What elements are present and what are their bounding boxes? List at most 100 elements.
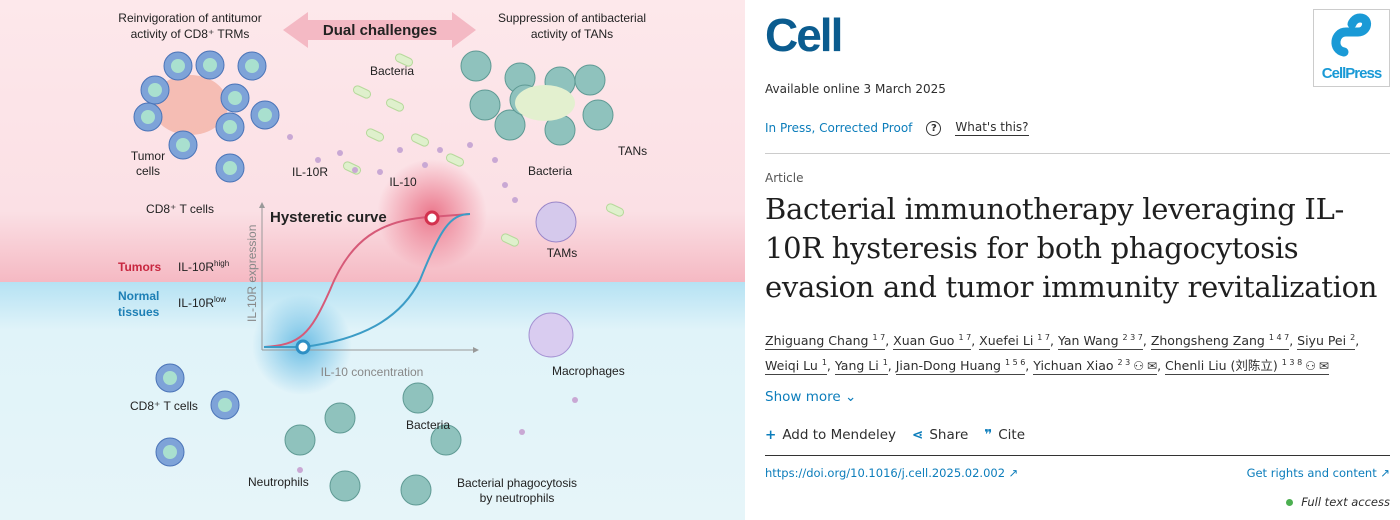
- whats-this-link[interactable]: What's this?: [955, 120, 1029, 136]
- label-cd8-top: CD8⁺ T cells: [146, 202, 214, 216]
- label-normal-2: tissues: [118, 305, 160, 319]
- t-cell-nucleus: [203, 58, 217, 72]
- label-reinvigoration-1: Reinvigoration of antitumor: [118, 11, 261, 25]
- label-il10r-low: IL-10Rlow: [178, 295, 226, 310]
- label-bacteria-bottom: Bacteria: [406, 418, 450, 432]
- label-neutrophils: Neutrophils: [248, 475, 309, 489]
- label-tams: TAMs: [547, 246, 577, 260]
- author-link[interactable]: Yichuan Xiao 2 3 ⚇ ✉: [1033, 358, 1158, 376]
- help-icon[interactable]: ?: [926, 120, 942, 136]
- label-il10: IL-10: [389, 175, 417, 189]
- neutrophil: [460, 50, 492, 82]
- label-tans: TANs: [618, 144, 647, 158]
- neutrophil: [582, 99, 614, 131]
- bacterium: [394, 53, 414, 67]
- label-il10r-high: IL-10Rhigh: [178, 259, 229, 274]
- il10-molecule: [397, 147, 403, 153]
- access-dot-icon: [1286, 498, 1294, 506]
- t-cell-nucleus: [258, 108, 272, 122]
- author-link[interactable]: Xuefei Li 1 7: [979, 333, 1051, 351]
- dual-challenges-arrow: [283, 12, 476, 48]
- share-button[interactable]: ⋖ Share: [912, 427, 969, 443]
- author-link[interactable]: Zhiguang Chang 1 7: [765, 333, 886, 351]
- label-normal-1: Normal: [118, 289, 159, 303]
- y-axis-label: IL-10R expression: [245, 225, 259, 322]
- available-online: Available online 3 March 2025: [765, 82, 946, 96]
- cellpress-logo[interactable]: CellPress: [1313, 9, 1390, 87]
- neutrophil: [469, 89, 501, 121]
- macrophage: [528, 312, 574, 358]
- t-cell-nucleus: [163, 371, 177, 385]
- il10-molecule: [337, 150, 343, 156]
- cite-button[interactable]: ❞ Cite: [984, 427, 1026, 443]
- person-icon: ⚇: [1305, 359, 1316, 374]
- author-link[interactable]: Zhongsheng Zang 1 4 7: [1150, 333, 1290, 351]
- label-reinvigoration-2: activity of CD8⁺ TRMs: [131, 27, 250, 41]
- t-cell-nucleus: [218, 398, 232, 412]
- bacterium: [500, 233, 520, 247]
- doi-link[interactable]: https://doi.org/10.1016/j.cell.2025.02.0…: [765, 466, 1019, 480]
- access-status: Full text access: [1286, 495, 1390, 509]
- t-cell-nucleus: [176, 138, 190, 152]
- label-tumor-cells-2: cells: [136, 164, 160, 178]
- divider: [765, 455, 1390, 456]
- label-il10r: IL-10R: [292, 165, 328, 179]
- neutrophil: [402, 382, 434, 414]
- journal-logo[interactable]: Cell: [765, 9, 843, 61]
- x-axis-label: IL-10 concentration: [321, 365, 424, 379]
- il10-molecule: [422, 162, 428, 168]
- t-cell-nucleus: [245, 59, 259, 73]
- quote-icon: ❞: [984, 427, 993, 443]
- email-icon: ✉: [1318, 359, 1329, 374]
- author-list: Zhiguang Chang 1 7, Xuan Guo 1 7, Xuefei…: [765, 333, 1360, 376]
- share-icon: ⋖: [912, 427, 924, 443]
- author-link[interactable]: Jian-Dong Huang 1 5 6: [895, 358, 1026, 376]
- show-more-button[interactable]: Show more ⌄: [765, 389, 857, 405]
- neutrophil: [324, 402, 356, 434]
- cellpress-mark-icon: [1331, 13, 1371, 57]
- bacteria-cluster: [515, 85, 575, 121]
- hysteretic-curve-title: Hysteretic curve: [270, 209, 387, 226]
- il10-molecule: [437, 147, 443, 153]
- label-tumors: Tumors: [118, 260, 161, 274]
- bacterium: [410, 133, 430, 147]
- neutrophil: [284, 424, 316, 456]
- il10-molecule: [572, 397, 578, 403]
- add-to-mendeley-button[interactable]: + Add to Mendeley: [765, 427, 897, 443]
- status-label[interactable]: In Press, Corrected Proof: [765, 121, 913, 135]
- plus-icon: +: [765, 427, 777, 443]
- author-link[interactable]: Yang Li 1: [834, 358, 888, 376]
- label-macrophages: Macrophages: [552, 364, 625, 378]
- person-icon: ⚇: [1133, 359, 1145, 374]
- t-cell-nucleus: [148, 83, 162, 97]
- neutrophil: [494, 109, 526, 141]
- author-link[interactable]: Chenli Liu (刘陈立) 1 3 8 ⚇ ✉: [1165, 358, 1329, 376]
- divider: [765, 153, 1390, 154]
- chevron-down-icon: ⌄: [844, 389, 857, 405]
- il10-molecule: [315, 157, 321, 163]
- il10-molecule: [502, 182, 508, 188]
- tumor-region-bg: [0, 0, 745, 282]
- author-link[interactable]: Yan Wang 2 3 7: [1057, 333, 1143, 351]
- article-header: Cell CellPress Available online 3 March …: [765, 0, 1390, 520]
- normal-curve: [264, 213, 471, 348]
- t-cell-nucleus: [141, 110, 155, 124]
- macrophage: [535, 201, 577, 243]
- il10-molecule: [519, 429, 525, 435]
- bacterium: [445, 153, 465, 167]
- get-rights-link[interactable]: Get rights and content ↗: [1246, 466, 1390, 480]
- t-cell-nucleus: [171, 59, 185, 73]
- normal-region-bg: [0, 282, 745, 520]
- label-phagocytosis-1: Bacterial phagocytosis: [457, 476, 577, 490]
- label-bacteria-tans: Bacteria: [528, 164, 572, 178]
- label-tumor-cells-1: Tumor: [131, 149, 165, 163]
- author-link[interactable]: Xuan Guo 1 7: [893, 333, 972, 351]
- neutrophil: [400, 474, 432, 506]
- neutrophil: [329, 470, 361, 502]
- author-link[interactable]: Weiqi Lu 1: [765, 358, 827, 376]
- graphical-abstract: Dual challenges Reinvigoration of antitu…: [0, 0, 745, 520]
- author-link[interactable]: Siyu Pei 2: [1297, 333, 1356, 351]
- bacterium: [385, 98, 405, 112]
- dual-challenges: Dual challenges: [323, 22, 437, 39]
- neutrophil: [574, 64, 606, 96]
